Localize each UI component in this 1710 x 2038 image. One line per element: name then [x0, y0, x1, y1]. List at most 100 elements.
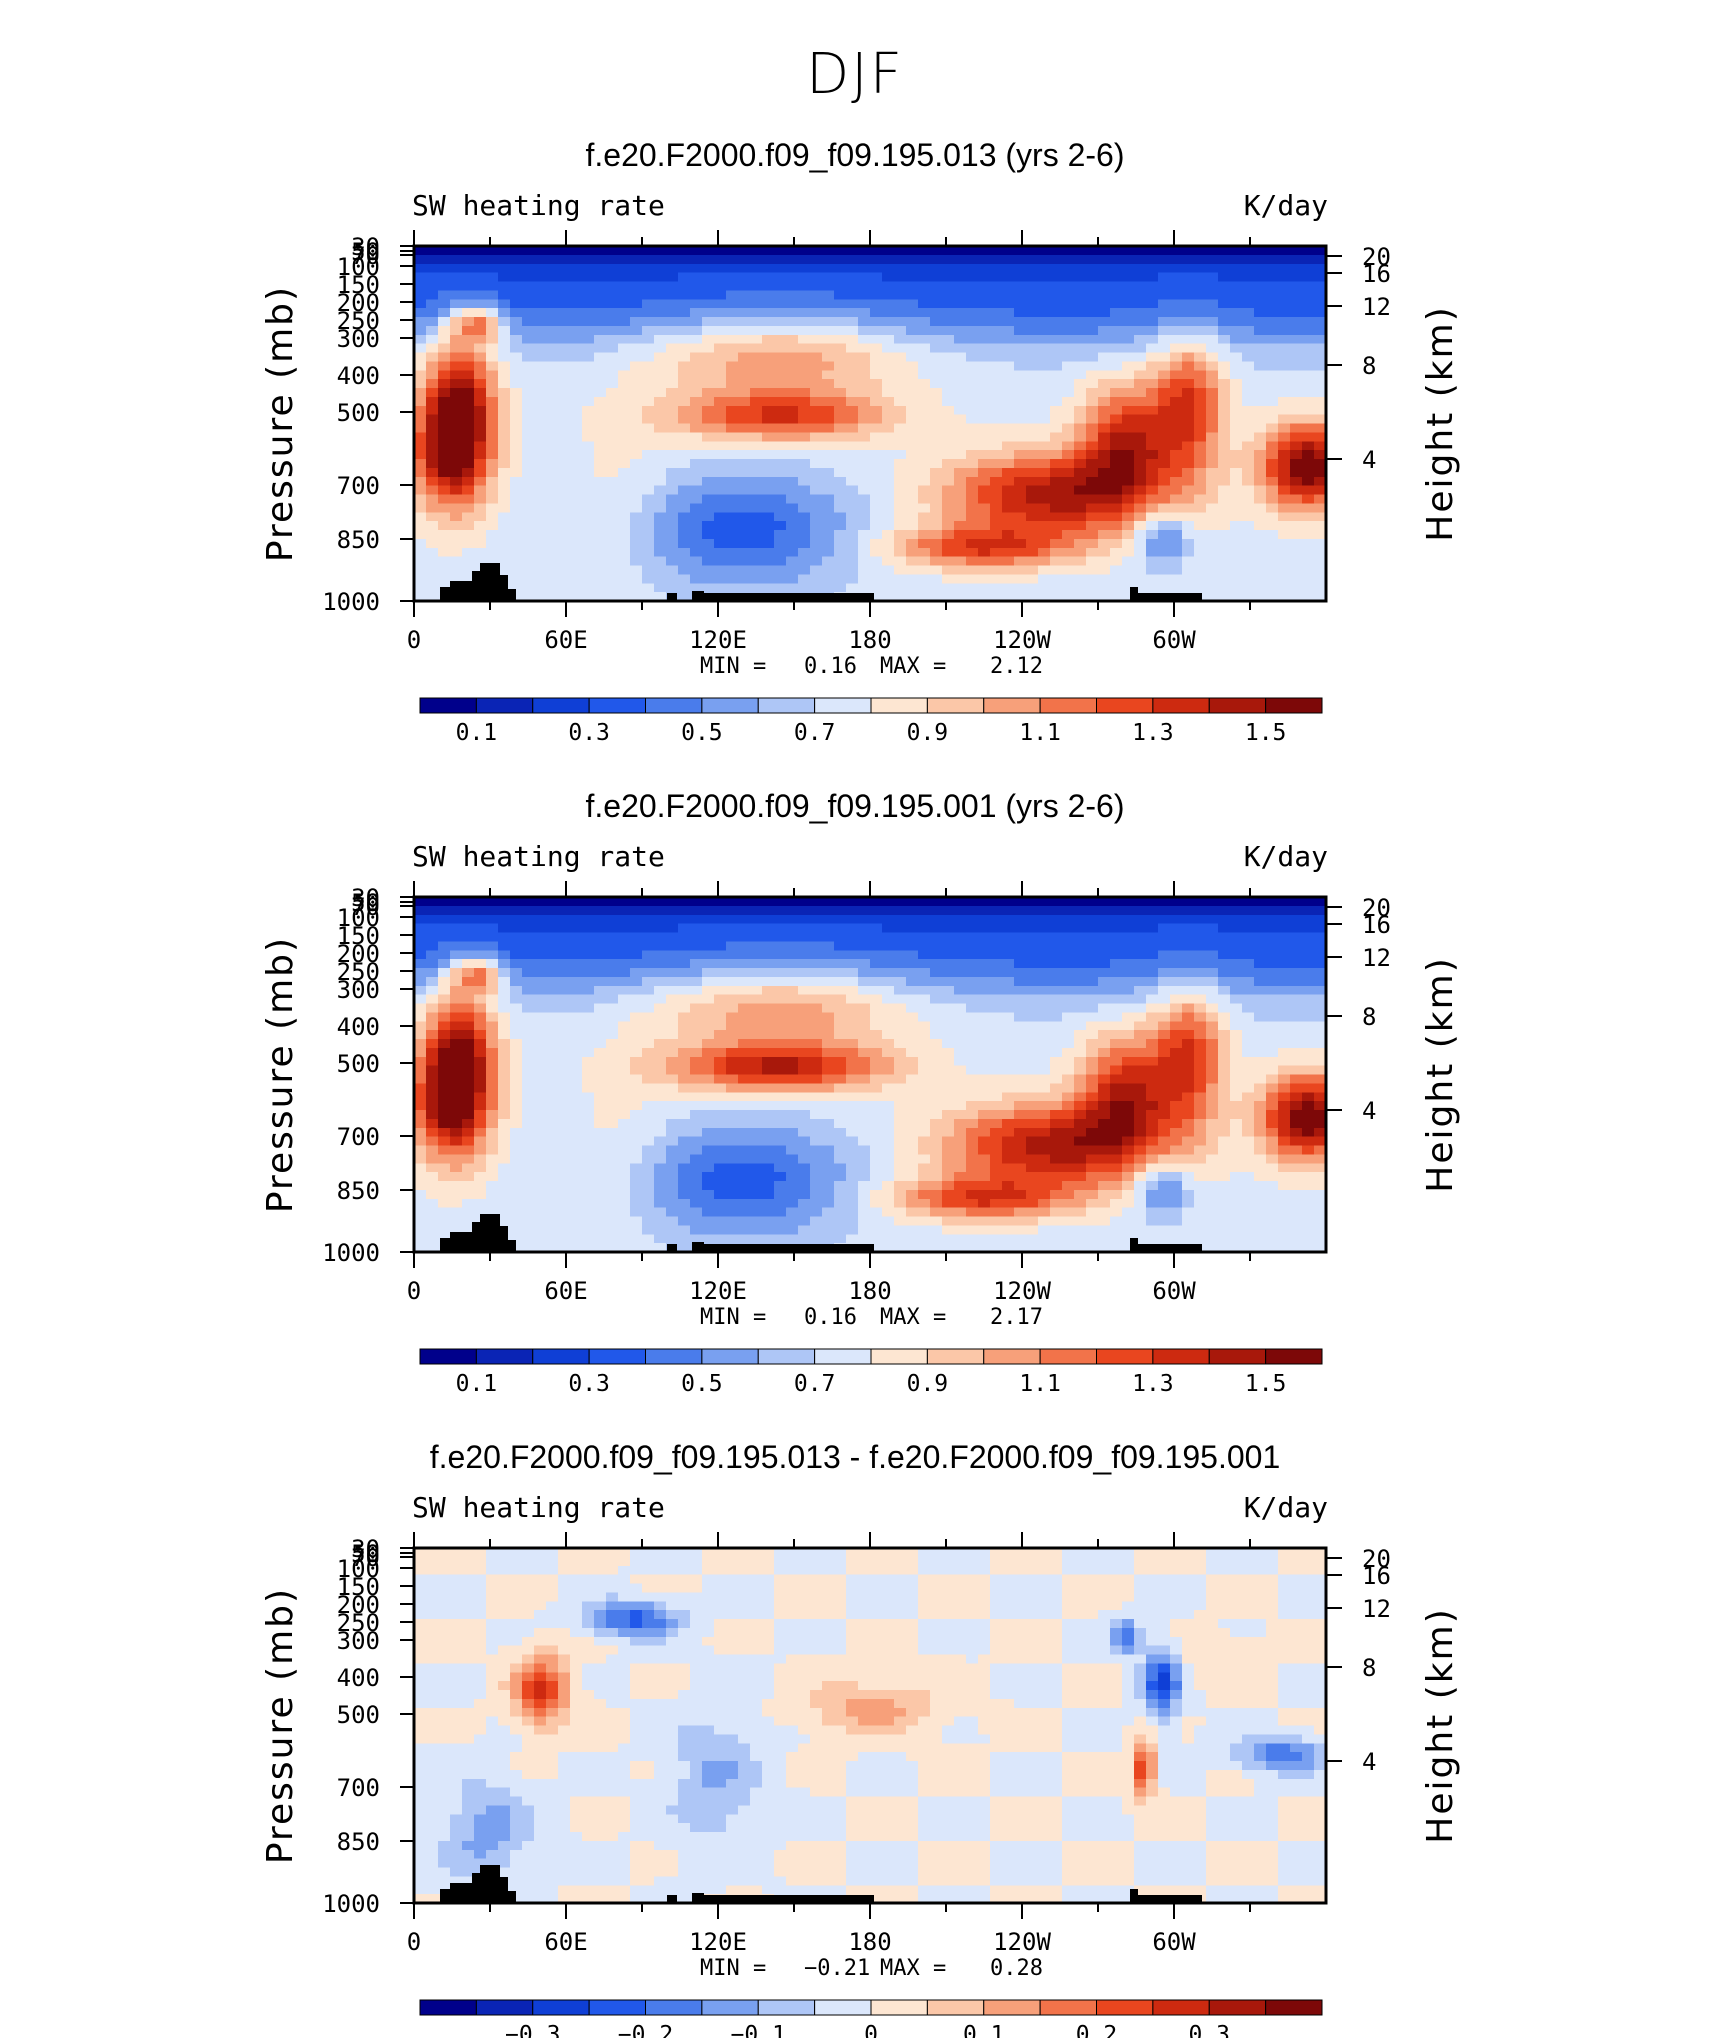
heatmap-cell — [1206, 1056, 1219, 1067]
heatmap-cell — [834, 976, 847, 987]
heatmap-cell — [606, 976, 619, 987]
heatmap-cell — [462, 272, 475, 283]
heatmap-cell — [558, 290, 571, 300]
heatmap-cell — [906, 1030, 919, 1040]
heatmap-cell — [498, 299, 511, 309]
heatmap-cell — [786, 897, 799, 907]
heatmap-cell — [678, 994, 691, 1005]
heatmap-cell — [522, 281, 535, 291]
heatmap-cell — [750, 370, 763, 380]
heatmap-cell — [486, 467, 499, 478]
heatmap-cell — [1062, 512, 1075, 522]
heatmap-cell — [594, 905, 607, 916]
heatmap-cell — [834, 299, 847, 309]
heatmap-cell — [858, 574, 871, 584]
heatmap-cell — [666, 897, 679, 907]
heatmap-cell — [630, 317, 643, 327]
heatmap-cell — [1290, 932, 1303, 942]
heatmap-cell — [1074, 905, 1087, 916]
heatmap-cell — [786, 968, 799, 978]
heatmap-cell — [834, 396, 847, 407]
heatmap-cell — [534, 897, 547, 907]
heatmap-cell — [1254, 1039, 1267, 1049]
heatmap-cell — [438, 317, 451, 327]
heatmap-cell — [1290, 976, 1303, 987]
heatmap-cell — [942, 1083, 955, 1093]
heatmap-cell — [1014, 414, 1027, 425]
heatmap-cell — [990, 1003, 1003, 1013]
heatmap-cell — [1146, 530, 1159, 540]
heatmap-cell — [1074, 405, 1087, 416]
heatmap-cell — [618, 263, 631, 274]
heatmap-cell — [714, 905, 727, 916]
heatmap-cell — [414, 1056, 427, 1067]
heatmap-cell — [930, 914, 943, 925]
heatmap-cell — [1158, 423, 1171, 433]
heatmap-cell — [630, 299, 643, 309]
heatmap-cell — [786, 1101, 799, 1111]
heatmap-cell — [486, 263, 499, 274]
heatmap-cell — [690, 932, 703, 942]
heatmap-cell — [1014, 1030, 1027, 1040]
heatmap-cell — [1206, 361, 1219, 371]
heatmap-cell — [594, 459, 607, 469]
heatmap-cell — [510, 968, 523, 978]
heatmap-cell — [618, 361, 631, 371]
heatmap-cell — [426, 1039, 439, 1049]
heatmap-cell — [762, 1003, 775, 1013]
heatmap-cell — [1146, 547, 1159, 558]
heatmap-cell — [894, 325, 907, 336]
heatmap-cell — [1086, 317, 1099, 327]
heatmap-cell — [426, 968, 439, 978]
heatmap-cell — [822, 325, 835, 336]
heatmap-cell — [1194, 325, 1207, 336]
heatmap-cell — [618, 467, 631, 478]
heatmap-cell — [882, 450, 895, 460]
heatmap-cell — [726, 1012, 739, 1022]
heatmap-cell — [870, 343, 883, 354]
heatmap-cell — [954, 976, 967, 987]
heatmap-cell — [642, 1039, 655, 1049]
heatmap-cell — [954, 459, 967, 469]
heatmap-cell — [1194, 565, 1207, 575]
heatmap-cell — [594, 1021, 607, 1031]
heatmap-cell — [1218, 281, 1231, 291]
heatmap-cell — [534, 414, 547, 425]
colorbar-label: 1.5 — [1245, 720, 1287, 746]
heatmap-cell — [1182, 985, 1195, 996]
heatmap-cell — [798, 432, 811, 442]
heatmap-cell — [426, 530, 439, 540]
heatmap-cell — [1170, 467, 1183, 478]
heatmap-cell — [570, 405, 583, 416]
heatmap-cell — [642, 521, 655, 531]
heatmap-cell — [522, 592, 535, 602]
heatmap-cell — [750, 897, 763, 907]
heatmap-cell — [558, 1110, 571, 1120]
heatmap-cell — [1170, 976, 1183, 987]
heatmap-cell — [1146, 263, 1159, 274]
heatmap-cell — [1014, 494, 1027, 504]
heatmap-cell — [558, 325, 571, 336]
heatmap-cell — [738, 1039, 751, 1049]
heatmap-cell — [486, 1110, 499, 1120]
heatmap-cell — [714, 254, 727, 265]
heatmap-cell — [1266, 361, 1279, 371]
heatmap-cell — [750, 414, 763, 425]
heatmap-cell — [1230, 325, 1243, 336]
heatmap-cell — [1242, 574, 1255, 584]
heatmap-cell — [654, 379, 667, 389]
heatmap-cell — [942, 959, 955, 969]
heatmap-cell — [426, 547, 439, 558]
heatmap-cell — [702, 1030, 715, 1040]
heatmap-cell — [1182, 968, 1195, 978]
heatmap-cell — [834, 1012, 847, 1022]
heatmap-cell — [858, 476, 871, 487]
heatmap-cell — [654, 1012, 667, 1022]
heatmap-cell — [978, 476, 991, 487]
heatmap-cell — [762, 414, 775, 425]
heatmap-cell — [966, 574, 979, 584]
heatmap-cell — [1134, 396, 1147, 407]
heatmap-cell — [834, 272, 847, 283]
heatmap-cell — [534, 352, 547, 362]
heatmap-cell — [1098, 325, 1111, 336]
